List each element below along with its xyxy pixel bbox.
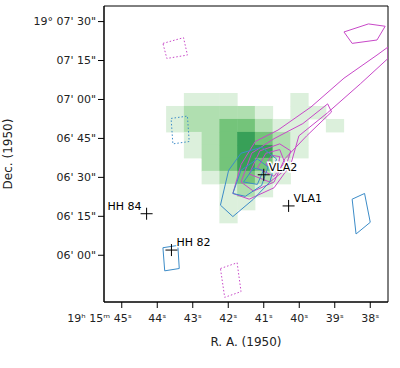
svg-text:VLA2: VLA2 <box>269 161 297 174</box>
svg-text:19° 07' 30": 19° 07' 30" <box>33 15 96 28</box>
svg-text:06' 00": 06' 00" <box>56 249 96 262</box>
svg-text:VLA1: VLA1 <box>294 192 322 205</box>
svg-text:HH 84: HH 84 <box>108 200 142 213</box>
svg-text:44ˢ: 44ˢ <box>148 312 166 325</box>
svg-text:06' 30": 06' 30" <box>56 171 96 184</box>
svg-text:41ˢ: 41ˢ <box>255 312 273 325</box>
svg-text:06' 45": 06' 45" <box>56 132 96 145</box>
svg-text:Dec. (1950): Dec. (1950) <box>1 119 15 190</box>
svg-text:40ˢ: 40ˢ <box>290 312 308 325</box>
svg-text:38ˢ: 38ˢ <box>361 312 379 325</box>
svg-text:39ˢ: 39ˢ <box>326 312 344 325</box>
svg-text:19ʰ 15ᵐ 45ˢ: 19ʰ 15ᵐ 45ˢ <box>67 312 131 325</box>
svg-text:42ˢ: 42ˢ <box>219 312 237 325</box>
svg-text:07' 00": 07' 00" <box>56 93 96 106</box>
svg-text:07' 15": 07' 15" <box>56 54 96 67</box>
svg-text:HH 82: HH 82 <box>176 236 210 249</box>
svg-text:R. A. (1950): R. A. (1950) <box>210 335 281 349</box>
svg-text:43ˢ: 43ˢ <box>184 312 202 325</box>
svg-text:06' 15": 06' 15" <box>56 210 96 223</box>
